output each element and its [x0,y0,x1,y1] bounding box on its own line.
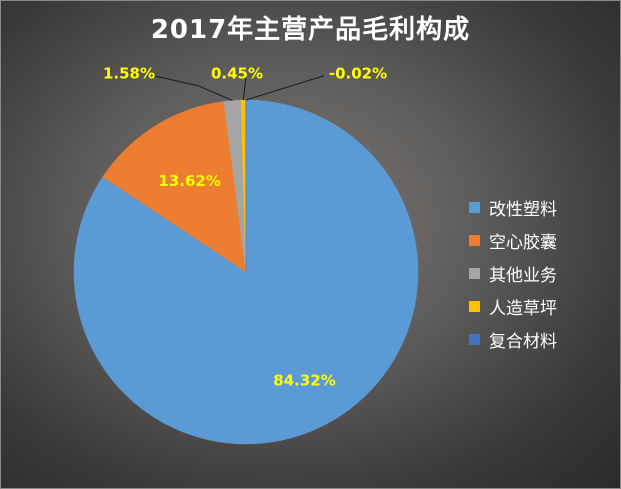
leader-line-3 [154,75,233,101]
legend-swatch [469,202,480,213]
legend-label: 人造草坪 [489,299,557,319]
data-label-3: 1.58% [103,65,155,83]
chart-legend: 改性塑料空心胶囊其他业务人造草坪复合材料 [469,191,557,356]
legend-swatch [469,235,480,246]
data-label-4: 0.45% [211,65,263,83]
legend-swatch [469,268,480,279]
legend-item-1: 改性塑料 [469,191,557,224]
data-label-5: -0.02% [329,65,387,83]
legend-item-3: 其他业务 [469,257,557,290]
data-label-2: 13.62% [158,172,220,190]
legend-label: 复合材料 [489,332,557,352]
legend-item-5: 复合材料 [469,323,557,356]
leader-line-4 [242,75,247,101]
legend-item-4: 人造草坪 [469,290,557,323]
legend-label: 其他业务 [489,266,557,286]
data-label-1: 84.32% [273,372,335,390]
pie-slice-2 [102,101,247,273]
legend-label: 改性塑料 [489,200,557,220]
chart-title: 2017年主营产品毛利构成 [150,15,471,45]
leader-line-5 [245,75,324,101]
legend-swatch [469,334,480,345]
legend-label: 空心胶囊 [489,233,557,253]
legend-item-2: 空心胶囊 [469,224,557,257]
legend-swatch [469,301,480,312]
